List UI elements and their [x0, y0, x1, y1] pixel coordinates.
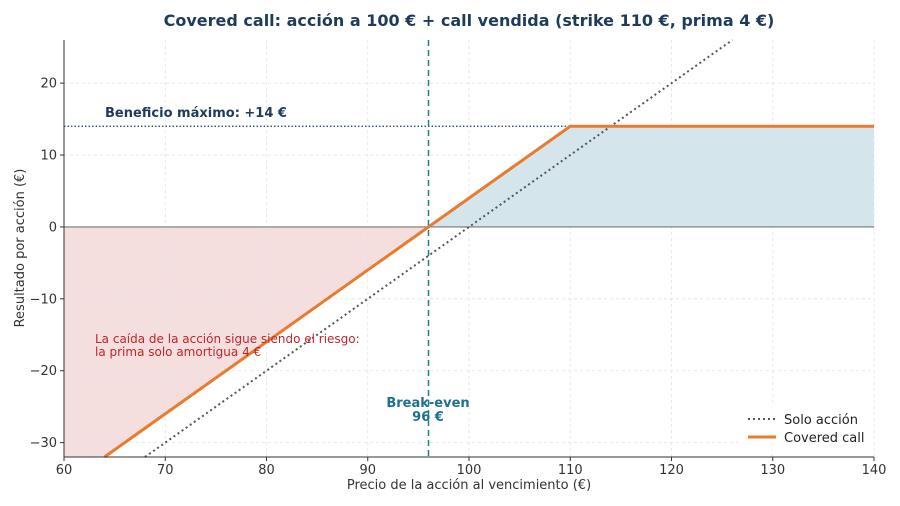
legend-label-covered-call: Covered call	[784, 431, 865, 446]
legend-box	[738, 404, 872, 450]
legend: Solo acción Covered call	[738, 404, 872, 450]
y-tick-label--20: −20	[30, 364, 57, 379]
x-tick-label-110: 110	[558, 463, 583, 478]
profit-region-fill	[428, 126, 874, 227]
y-tick-label--30: −30	[30, 436, 57, 451]
chart-title: Covered call: acción a 100 € + call vend…	[164, 11, 775, 30]
x-tick-label-100: 100	[457, 463, 482, 478]
x-tick-label-90: 90	[359, 463, 376, 478]
breakeven-annotation-line1: Break-even	[386, 396, 469, 411]
y-tick-label-0: 0	[49, 220, 57, 235]
x-tick-label-130: 130	[760, 463, 785, 478]
y-tick-label-20: 20	[40, 77, 57, 92]
breakeven-annotation-line2: 96 €	[412, 410, 444, 425]
risk-annotation-line1: La caída de la acción sigue siendo el ri…	[95, 332, 360, 346]
series-line-solo-accion	[144, 39, 733, 458]
reference-lines	[64, 40, 874, 457]
shaded-regions	[64, 126, 874, 457]
x-tick-label-120: 120	[659, 463, 684, 478]
x-axis-label: Precio de la acción al vencimiento (€)	[347, 478, 591, 493]
y-tick-label--10: −10	[30, 292, 57, 307]
loss-region-fill	[64, 226, 429, 457]
x-tick-label-70: 70	[157, 463, 174, 478]
series-line-covered-call	[103, 124, 874, 459]
risk-annotation-line2: la prima solo amortigua 4 €	[95, 345, 261, 359]
y-axis-label: Resultado por acción (€)	[13, 169, 28, 328]
x-tick-label-60: 60	[56, 463, 73, 478]
x-tick-label-80: 80	[258, 463, 275, 478]
y-tick-label-10: 10	[40, 149, 57, 164]
legend-label-solo-accion: Solo acción	[784, 413, 858, 428]
tick-labels: 60 70 80 90 100 110 120 130 140 −30 −20 −10 0 10 20	[30, 77, 887, 478]
series-lines	[103, 39, 874, 459]
x-tick-label-140: 140	[862, 463, 887, 478]
max-profit-annotation: Beneficio máximo: +14 €	[105, 106, 287, 121]
